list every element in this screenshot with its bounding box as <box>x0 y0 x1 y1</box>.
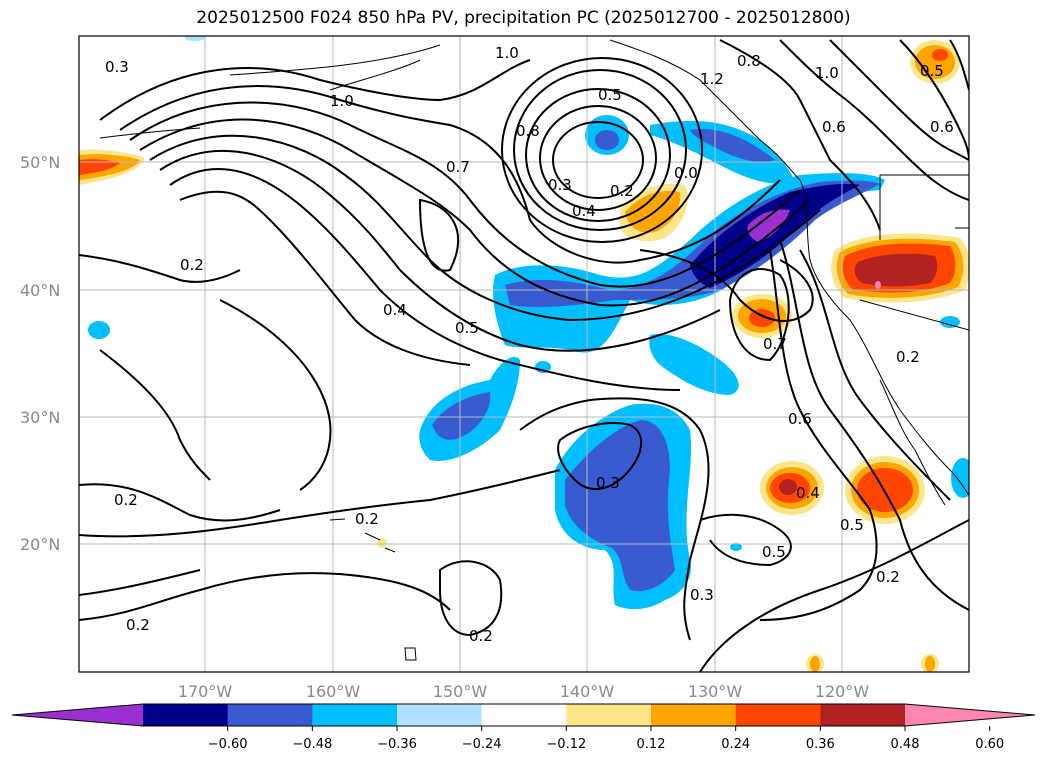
colorbar-tick-label: −0.48 <box>292 737 332 752</box>
svg-text:0.2: 0.2 <box>355 510 379 528</box>
svg-text:0.2: 0.2 <box>126 616 150 634</box>
svg-text:1.2: 1.2 <box>700 70 724 88</box>
lat-label: 20°N <box>20 535 60 554</box>
colorbar-tick-label: −0.12 <box>546 737 586 752</box>
svg-text:1.0: 1.0 <box>495 44 519 62</box>
colorbar-segment <box>651 704 737 726</box>
colorbar-segment <box>566 704 652 726</box>
lon-label: 170°W <box>178 682 233 701</box>
svg-text:1.0: 1.0 <box>330 92 354 110</box>
colorbar-tick-label: 0.36 <box>806 737 835 752</box>
colorbar-segment <box>143 704 229 726</box>
colorbar-segment <box>820 704 906 726</box>
map-title: 2025012500 F024 850 hPa PV, precipitatio… <box>196 8 851 28</box>
svg-text:0.3: 0.3 <box>548 176 572 194</box>
colorbar-segment <box>312 704 398 726</box>
colorbar-tick-label: −0.60 <box>208 737 248 752</box>
svg-text:0.8: 0.8 <box>516 122 540 140</box>
svg-text:0.7: 0.7 <box>446 158 470 176</box>
svg-text:0.2: 0.2 <box>610 182 634 200</box>
svg-text:0.3: 0.3 <box>596 474 620 492</box>
colorbar: −0.60 −0.48 −0.36 −0.24 −0.12 0.12 0.24 0.36 0.4… <box>11 703 1036 752</box>
colorbar-segment <box>397 704 483 726</box>
lat-label: 50°N <box>20 153 60 172</box>
lat-label: 30°N <box>20 408 60 427</box>
svg-text:0.3: 0.3 <box>690 586 714 604</box>
colorbar-tick-label: −0.24 <box>462 737 502 752</box>
colorbar-tick-label: 0.12 <box>637 737 666 752</box>
svg-text:0.5: 0.5 <box>920 62 944 80</box>
svg-text:0.2: 0.2 <box>180 256 204 274</box>
colorbar-outline <box>11 703 1036 727</box>
pv-contours <box>79 39 969 672</box>
longitude-labels: 170°W 160°W 150°W 140°W 130°W 120°W <box>178 682 870 701</box>
gridlines <box>79 36 969 672</box>
lat-label: 40°N <box>20 281 60 300</box>
lon-label: 140°W <box>560 682 615 701</box>
contour-labels: 0.3 1.0 1.0 0.8 1.2 1.0 0.6 0.6 0.5 0.5 … <box>105 44 954 645</box>
svg-text:0.6: 0.6 <box>788 410 812 428</box>
lon-label: 130°W <box>688 682 743 701</box>
svg-text:0.8: 0.8 <box>737 52 761 70</box>
svg-text:0.5: 0.5 <box>840 516 864 534</box>
svg-text:0.4: 0.4 <box>572 202 596 220</box>
colorbar-segment <box>227 704 313 726</box>
svg-text:0.4: 0.4 <box>796 484 820 502</box>
plot-frame <box>78 35 970 673</box>
colorbar-tick-label: −0.36 <box>377 737 417 752</box>
svg-text:0.4: 0.4 <box>383 301 407 319</box>
positive-pc-shading <box>79 36 969 672</box>
colorbar-segment <box>735 704 821 726</box>
colorbar-extend-high <box>905 704 1035 726</box>
latitude-labels: 50°N 40°N 30°N 20°N <box>20 153 60 554</box>
lon-label: 160°W <box>306 682 361 701</box>
svg-text:0.2: 0.2 <box>469 627 493 645</box>
colorbar-segment <box>481 704 567 726</box>
svg-text:0.5: 0.5 <box>598 86 622 104</box>
lon-label: 150°W <box>433 682 488 701</box>
svg-text:0.6: 0.6 <box>822 118 846 136</box>
coastlines <box>99 39 969 661</box>
svg-text:0.7: 0.7 <box>763 335 787 353</box>
svg-text:1.0: 1.0 <box>815 64 839 82</box>
svg-text:0.2: 0.2 <box>114 491 138 509</box>
colorbar-tick-label: 0.48 <box>891 737 920 752</box>
svg-text:0.3: 0.3 <box>105 58 129 76</box>
colorbar-tick-label: 0.60 <box>975 737 1004 752</box>
svg-text:0.5: 0.5 <box>762 543 786 561</box>
svg-text:0.2: 0.2 <box>876 568 900 586</box>
colorbar-tick-label: 0.24 <box>721 737 750 752</box>
svg-text:0.0: 0.0 <box>674 164 698 182</box>
svg-text:0.5: 0.5 <box>455 319 479 337</box>
colorbar-extend-low <box>12 704 143 726</box>
svg-text:0.6: 0.6 <box>930 118 954 136</box>
lon-label: 120°W <box>815 682 870 701</box>
svg-text:0.2: 0.2 <box>896 348 920 366</box>
